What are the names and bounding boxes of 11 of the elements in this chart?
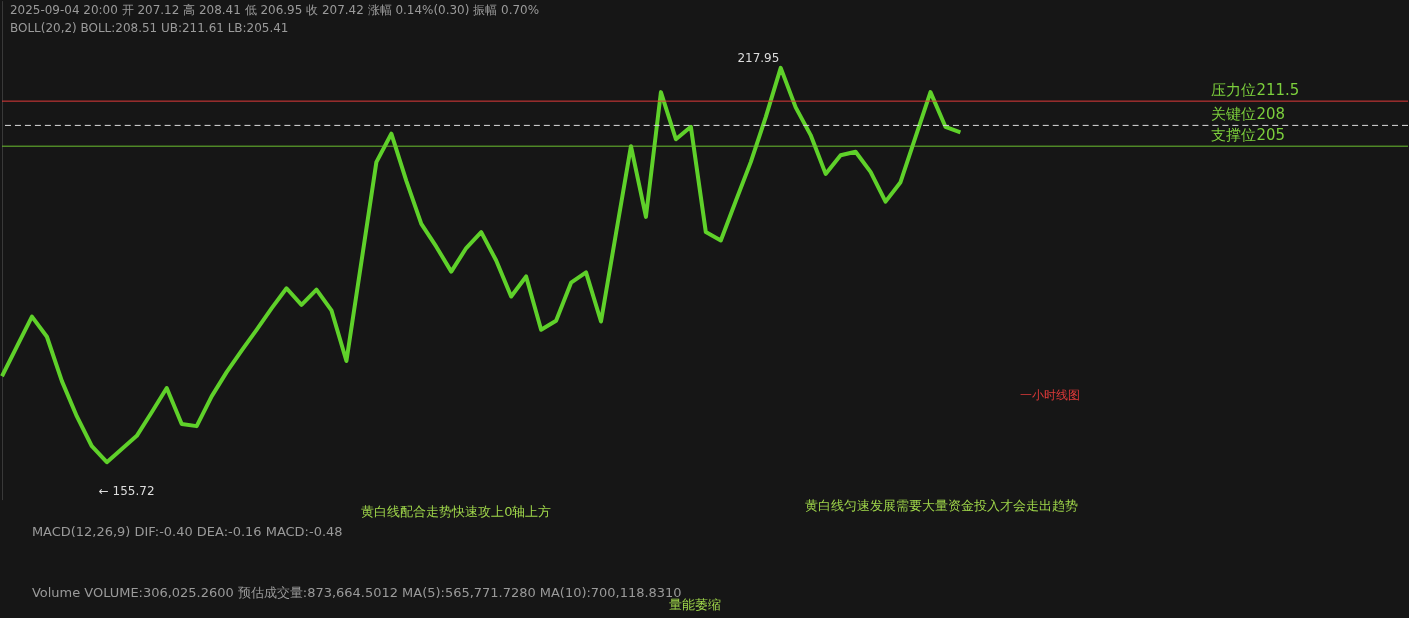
annotation: 黄白线匀速发展需要大量资金投入才会走出趋势 [805,497,1079,513]
text: MACD(12,26,9) DIF:-0.40 DEA:-0.16 MACD:-0.48 [31,523,343,539]
text: 黄白线配合走势快速攻上0轴上方 [361,503,552,519]
annotation: ← 155.72 [98,483,155,498]
ref-line-label: 支撑位205 [1211,126,1285,145]
text: 一小时线图 [1019,387,1080,402]
annotation: 2025-09-04 20:00 开 207.12 高 208.41 低 206.95 收 207.42 涨幅 0.14%(0.30) 振幅 0.70% [9,2,540,17]
annotation: 217.95 [737,50,780,65]
ref-line-label: 关键位208 [1211,105,1285,124]
ref-line-label: 压力位211.5 [1211,81,1300,100]
annotation: BOLL(20,2) BOLL:208.51 UB:211.61 LB:205.41 [9,20,289,35]
